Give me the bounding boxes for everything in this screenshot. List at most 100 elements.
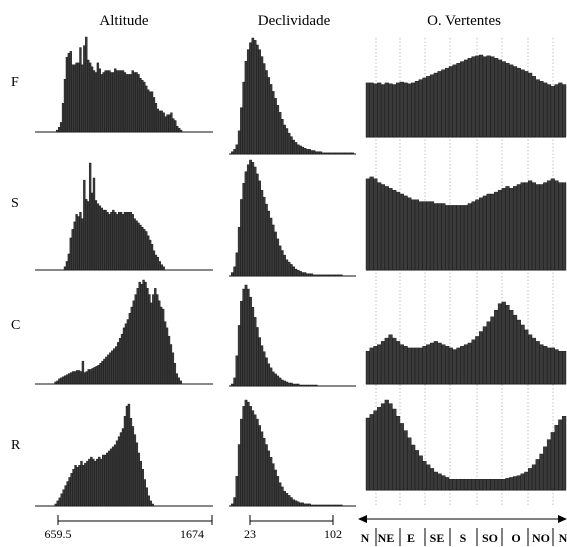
bar-r-11 — [407, 437, 412, 491]
bar-r-0 — [365, 417, 370, 491]
bar-r-21 — [276, 476, 280, 507]
bar-r-5 — [240, 418, 243, 507]
bar-s-54 — [139, 224, 142, 271]
bar-c-4 — [380, 341, 386, 385]
bar-f-49 — [339, 152, 343, 155]
bar-s-15 — [422, 201, 427, 271]
bar-r-58 — [149, 500, 152, 507]
bar-r-19 — [271, 463, 275, 507]
bar-r-39 — [111, 446, 115, 507]
bar-c-29 — [294, 383, 298, 387]
bar-f-4 — [237, 130, 241, 155]
bar-f-12 — [411, 82, 416, 138]
bar-f-36 — [501, 61, 506, 138]
bar-f-52 — [346, 152, 350, 155]
bar-r-52 — [137, 452, 141, 507]
bar-r-4 — [237, 444, 241, 507]
bar-s-37 — [106, 212, 109, 271]
bar-f-25 — [460, 61, 465, 138]
bar-s-19 — [437, 203, 442, 271]
bar-f-45 — [535, 79, 540, 138]
panel-2-r — [365, 399, 567, 491]
bar-f-42 — [524, 71, 529, 138]
bar-r-10 — [403, 430, 408, 491]
bar-c-62 — [156, 294, 159, 385]
bar-r-24 — [82, 465, 85, 507]
bar-f-9 — [249, 42, 252, 155]
bar-s-48 — [546, 180, 552, 271]
bar-f-46 — [123, 72, 127, 133]
bar-r-49 — [550, 432, 555, 491]
bar-s-45 — [535, 184, 540, 271]
bar-c-29 — [475, 336, 480, 385]
bar-s-47 — [125, 212, 129, 271]
bar-c-30 — [479, 331, 484, 385]
bar-f-32 — [96, 62, 100, 133]
bar-s-19 — [71, 229, 74, 271]
bar-s-45 — [121, 214, 125, 271]
bar-r-38 — [314, 504, 318, 507]
bar-f-59 — [148, 91, 152, 133]
bar-f-34 — [305, 149, 309, 155]
bar-f-3 — [377, 82, 382, 138]
bar-f-50 — [131, 70, 134, 133]
bar-r-45 — [123, 416, 127, 507]
bar-r-16 — [66, 481, 69, 507]
bar-c-10 — [403, 346, 408, 385]
bar-s-16 — [265, 203, 268, 277]
bar-r-33 — [303, 503, 307, 507]
bar-r-23 — [452, 479, 457, 491]
bar-f-61 — [152, 97, 156, 133]
bar-c-18 — [433, 341, 438, 385]
bar-r-15 — [64, 485, 67, 507]
bar-s-51 — [133, 218, 136, 271]
bar-r-32 — [486, 479, 491, 491]
bar-s-30 — [479, 197, 484, 271]
bar-r-50 — [554, 425, 559, 491]
bar-r-29 — [475, 479, 480, 491]
bar-c-5 — [240, 300, 243, 387]
bar-f-27 — [467, 58, 472, 138]
bar-f-11 — [253, 40, 257, 155]
bar-r-46 — [539, 453, 544, 491]
bar-f-46 — [539, 81, 544, 138]
bar-r-14 — [260, 431, 264, 507]
bar-s-21 — [276, 238, 280, 277]
bar-s-50 — [554, 180, 559, 271]
bar-f-27 — [87, 59, 90, 133]
bar-f-52 — [562, 84, 567, 138]
bar-c-7 — [244, 284, 248, 387]
bar-f-15 — [262, 63, 266, 155]
bar-c-38 — [109, 352, 112, 385]
bar-f-48 — [337, 152, 341, 155]
bar-r-9 — [399, 423, 404, 491]
panel-0-c — [35, 279, 213, 385]
bar-f-42 — [324, 152, 327, 155]
bar-r-40 — [319, 504, 323, 507]
bar-f-27 — [290, 136, 293, 155]
bar-s-1 — [369, 176, 374, 271]
bar-f-11 — [407, 83, 412, 138]
bar-f-69 — [168, 114, 171, 133]
bar-s-42 — [116, 214, 119, 271]
bar-r-6 — [388, 403, 393, 491]
bar-f-38 — [108, 70, 111, 133]
bar-c-42 — [524, 329, 529, 385]
bar-c-14 — [62, 376, 65, 385]
bar-f-42 — [116, 70, 119, 133]
bar-s-17 — [267, 210, 271, 277]
bar-c-12 — [256, 327, 259, 387]
bar-c-6 — [388, 334, 393, 385]
bar-s-20 — [441, 203, 446, 271]
bar-f-28 — [88, 62, 92, 133]
bar-s-30 — [296, 270, 300, 277]
bar-s-20 — [73, 221, 76, 271]
bar-f-29 — [90, 66, 94, 133]
bar-r-35 — [497, 479, 503, 491]
bar-r-25 — [84, 462, 87, 507]
bar-r-42 — [524, 471, 529, 491]
bar-s-13 — [414, 199, 420, 271]
bar-c-23 — [79, 371, 83, 385]
bar-f-53 — [349, 152, 352, 155]
bar-s-27 — [467, 203, 472, 271]
